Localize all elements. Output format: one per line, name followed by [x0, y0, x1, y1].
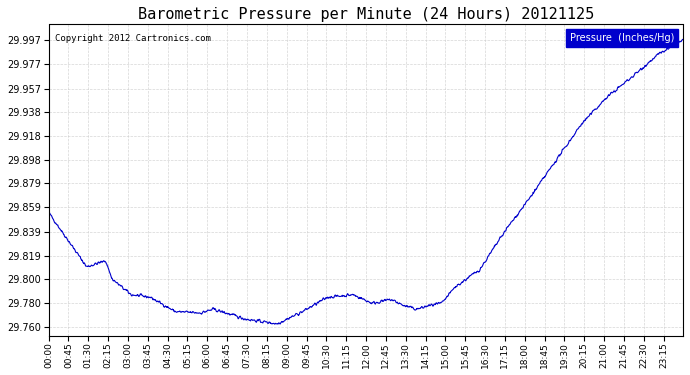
- Pressure  (Inches/Hg): [270, 322, 279, 326]
- Pressure  (Inches/Hg): [604, 93, 612, 98]
- Legend: Pressure  (Inches/Hg): Pressure (Inches/Hg): [566, 29, 678, 47]
- Text: Copyright 2012 Cartronics.com: Copyright 2012 Cartronics.com: [55, 34, 211, 43]
- Title: Barometric Pressure per Minute (24 Hours) 20121125: Barometric Pressure per Minute (24 Hours…: [138, 7, 594, 22]
- Pressure  (Inches/Hg): [679, 37, 687, 42]
- Pressure  (Inches/Hg): [44, 210, 52, 214]
- Pressure  (Inches/Hg): [257, 320, 265, 325]
- Pressure  (Inches/Hg): [170, 309, 179, 313]
- Pressure  (Inches/Hg): [186, 310, 194, 314]
- Pressure  (Inches/Hg): [678, 37, 687, 42]
- Pressure  (Inches/Hg): [465, 274, 473, 278]
- Line: Pressure  (Inches/Hg): Pressure (Inches/Hg): [48, 39, 683, 324]
- Pressure  (Inches/Hg): [548, 163, 556, 168]
